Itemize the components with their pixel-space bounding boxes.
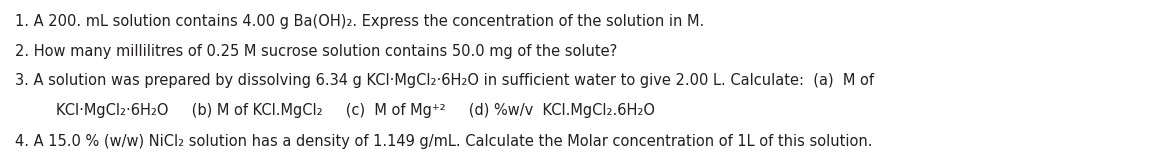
Text: KCl·MgCl₂·6H₂O     (b) M of KCl.MgCl₂     (c)  M of Mg⁺²     (d) %w/v  KCl.MgCl₂: KCl·MgCl₂·6H₂O (b) M of KCl.MgCl₂ (c) M … [56,104,655,118]
Text: 2. How many millilitres of 0.25 M sucrose solution contains 50.0 mg of the solut: 2. How many millilitres of 0.25 M sucros… [15,44,618,58]
Text: 4. A 15.0 % (w/w) NiCl₂ solution has a density of 1.149 g/mL. Calculate the Mola: 4. A 15.0 % (w/w) NiCl₂ solution has a d… [15,134,872,149]
Text: 1. A 200. mL solution contains 4.00 g Ba(OH)₂. Express the concentration of the : 1. A 200. mL solution contains 4.00 g Ba… [15,14,704,29]
Text: 3. A solution was prepared by dissolving 6.34 g KCl·MgCl₂·6H₂O in sufficient wat: 3. A solution was prepared by dissolving… [15,74,874,88]
